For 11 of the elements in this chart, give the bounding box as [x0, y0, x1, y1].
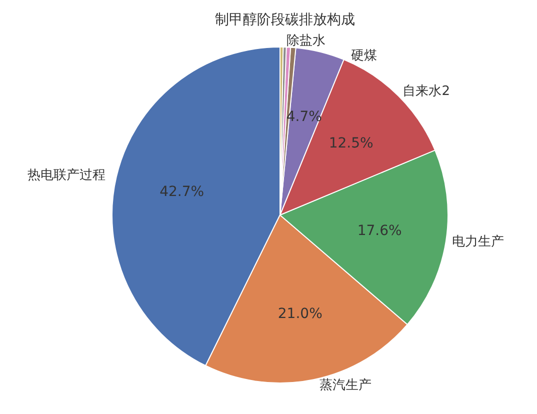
- data-label: 21.0%: [278, 306, 322, 322]
- data-label: 12.5%: [328, 136, 374, 152]
- slice-label: 除盐水: [286, 34, 326, 49]
- slice-label: 硬煤: [350, 48, 377, 64]
- slice-label: 电力生产: [452, 234, 504, 250]
- chart-title: 制甲醇阶段碳排放构成: [215, 12, 355, 28]
- slice-label: 热电联产过程: [28, 168, 106, 183]
- data-label: 42.7%: [160, 184, 204, 200]
- data-label: 17.6%: [357, 222, 402, 239]
- slice-label: 自来水2: [402, 84, 450, 100]
- slice-label: 蒸汽生产: [320, 378, 372, 393]
